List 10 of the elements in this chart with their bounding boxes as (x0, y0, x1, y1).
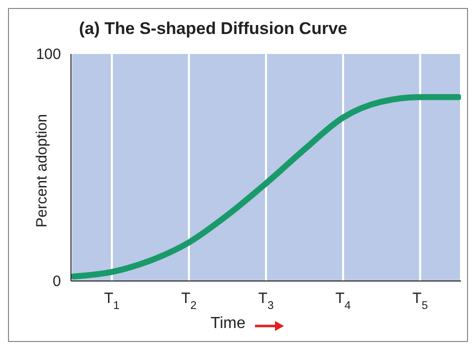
x-tick-label: T$_{2}$ (181, 290, 197, 312)
x-tick-label: T$_{3}$ (258, 290, 274, 312)
x-axis-title: Time (210, 315, 246, 332)
chart-title: (a) The S-shaped Diffusion Curve (79, 19, 348, 39)
x-tick-label: T$_{4}$ (335, 290, 351, 312)
x-tick-label: T$_{5}$ (412, 290, 428, 312)
x-tick-label: T$_{1}$ (104, 290, 120, 312)
y-tick-label: 0 (52, 273, 61, 290)
y-axis-title: Percent adoption (33, 114, 50, 228)
y-tick-label: 100 (36, 46, 61, 63)
